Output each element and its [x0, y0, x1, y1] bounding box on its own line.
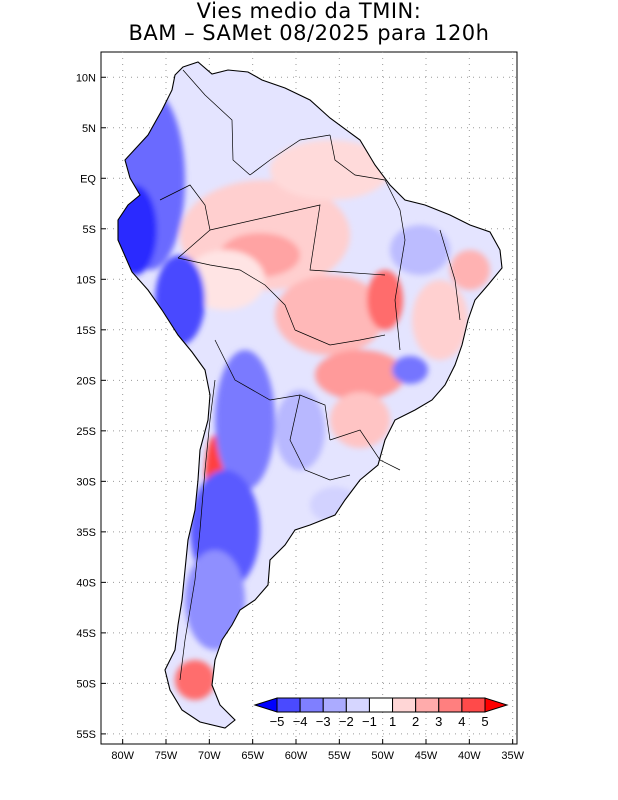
lat-tick-label: 25S: [76, 426, 96, 438]
border-brazil-states-b: [439, 229, 461, 321]
lat-tick-label: 15S: [76, 325, 96, 337]
lat-tick-label: 50S: [76, 678, 96, 690]
colorbar-box: [368, 697, 394, 713]
colorbar-label: −5: [270, 714, 285, 729]
colorbar-box: [276, 697, 301, 713]
cold-chaco: [215, 350, 275, 490]
lat-tick-label: 40S: [76, 577, 96, 589]
lon-tick-label: 60W: [285, 750, 308, 762]
lat-tick-label: 30S: [76, 476, 96, 488]
colorbar-box: [392, 697, 417, 713]
colorbar-box: [415, 697, 440, 713]
colorbar-label: 1: [389, 714, 396, 729]
border-guianas: [329, 134, 386, 181]
warm-tocantins: [367, 270, 403, 330]
lat-tick-label: 20S: [76, 375, 96, 387]
colorbar-arrow-high: [484, 697, 509, 713]
warm-patagonia: [175, 660, 215, 700]
border-paraguay-brazil: [329, 429, 401, 471]
lon-tick-label: 55W: [328, 750, 351, 762]
colorbar-label: 2: [412, 714, 419, 729]
lon-tick-label: 40W: [458, 750, 481, 762]
cold-pampas: [275, 390, 325, 470]
warm-bahia: [412, 280, 468, 360]
lat-tick-label: EQ: [80, 173, 96, 185]
colorbar-box: [299, 697, 324, 713]
border-bolivia-paraguay: [214, 339, 331, 441]
lon-tick-label: 35W: [501, 750, 524, 762]
lon-tick-label: 75W: [155, 750, 178, 762]
coastline: [117, 61, 503, 729]
lat-tick-label: 5N: [82, 123, 96, 135]
lat-tick-label: 10N: [76, 72, 96, 84]
colorbar-label: −1: [362, 714, 377, 729]
border-peru-brazil: [177, 257, 296, 331]
border-bolivia-brazil: [294, 329, 386, 346]
colorbar-label: −2: [339, 714, 354, 729]
lon-tick-label: 70W: [198, 750, 221, 762]
latitude-labels: 10N 5N EQ 5S 10S 15S 20S 25S 30S 35S 40S 45S 50S 55S: [76, 72, 97, 741]
lon-tick-label: 65W: [241, 750, 264, 762]
colorbar-label: 4: [458, 714, 465, 729]
warm-parana: [330, 392, 390, 448]
colorbar-label: 3: [435, 714, 442, 729]
lon-tick-label: 80W: [111, 750, 134, 762]
map-title: Vies medio da TMIN: BAM – SAMet 08/2025 …: [0, 0, 618, 44]
lon-tick-label: 45W: [415, 750, 438, 762]
border-chile-argentina: [179, 379, 216, 681]
border-colombia-venezuela: [182, 69, 251, 176]
lat-tick-label: 5S: [83, 224, 96, 236]
cold-patagonia-n: [185, 550, 245, 650]
cold-minas: [392, 356, 428, 384]
warm-guianas: [270, 140, 390, 200]
colorbar-box: [322, 697, 347, 713]
warm-ne-coast: [450, 250, 490, 290]
lat-tick-label: 35S: [76, 527, 96, 539]
colorbar-label: −3: [316, 714, 331, 729]
country-borders: [159, 69, 461, 681]
colorbar-box: [438, 697, 463, 713]
lat-tick-label: 10S: [76, 274, 96, 286]
longitude-labels: 80W 75W 70W 65W 60W 55W 50W 45W 40W 35W: [111, 750, 524, 762]
colorbar: −5 −4 −3 −2 −1 1 2 3 4 5: [253, 697, 509, 729]
border-argentina-north: [289, 394, 351, 481]
warm-bolivia-n: [185, 250, 265, 310]
border-brazil-states-a: [384, 179, 406, 351]
colorbar-label: −4: [293, 714, 308, 729]
title-line-1: Vies medio da TMIN:: [196, 0, 422, 23]
border-venezuela-brazil: [249, 134, 331, 176]
colorbar-label: 5: [481, 714, 488, 729]
warm-centre: [275, 275, 385, 355]
colorbar-box: [461, 697, 486, 713]
border-colombia-peru: [159, 184, 211, 259]
colorbar-box: [345, 697, 370, 713]
lat-tick-label: 45S: [76, 628, 96, 640]
warm-south-central: [315, 350, 405, 400]
bias-field: [118, 62, 502, 728]
lon-tick-label: 50W: [371, 750, 394, 762]
lat-tick-label: 55S: [76, 729, 96, 741]
cold-maranhao: [390, 225, 450, 275]
title-line-2: BAM – SAMet 08/2025 para 120h: [128, 21, 490, 45]
border-amazonas-para: [209, 204, 386, 276]
